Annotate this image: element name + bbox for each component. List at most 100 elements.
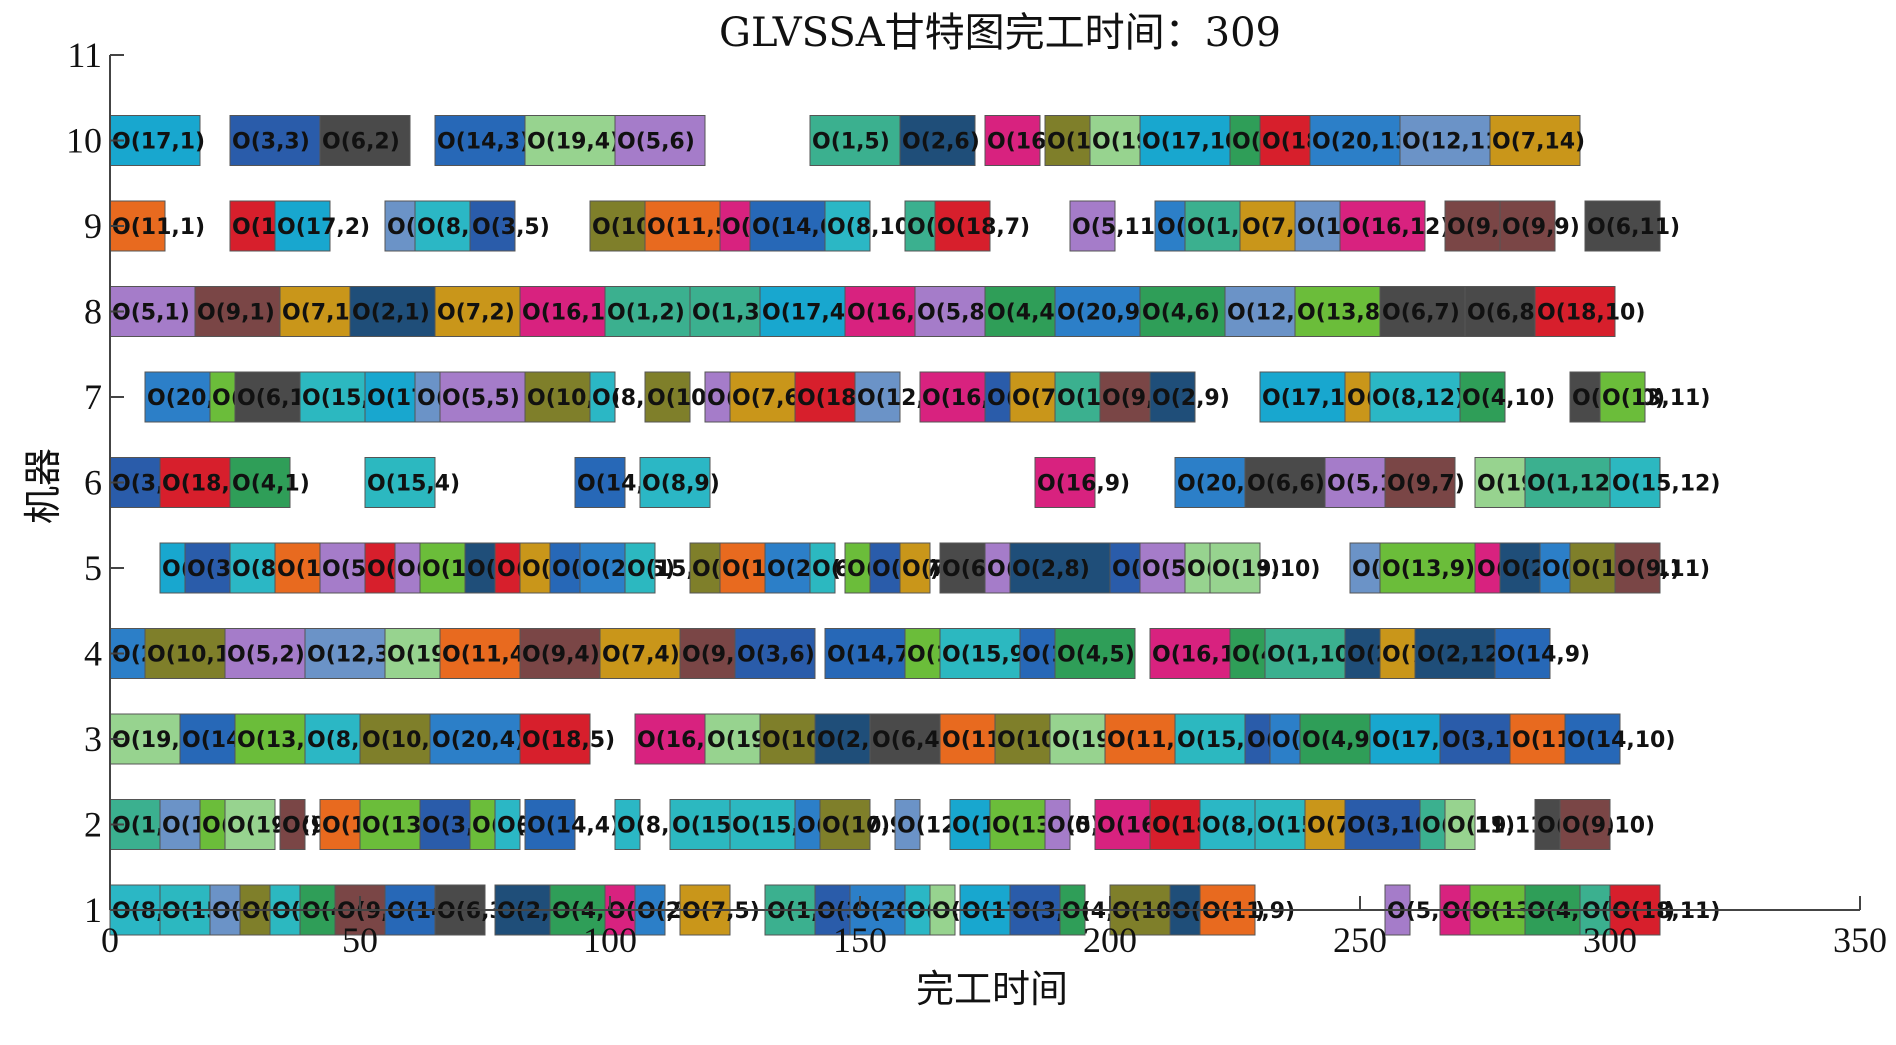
y-tick-label: 3: [84, 719, 102, 759]
gantt-bar: [1369, 713, 1441, 765]
gantt-bar: [1174, 713, 1246, 765]
gantt-bar: [184, 542, 231, 594]
gantt-op: O(9,11): [1614, 542, 1710, 594]
gantt-bar: [689, 542, 721, 594]
gantt-op: O(6,8): [1464, 286, 1545, 337]
gantt-bar: [919, 371, 986, 423]
gantt-op: O(6,1): [234, 371, 315, 423]
gantt-bar: [304, 628, 386, 679]
gantt-bar: [809, 542, 836, 594]
gantt-op-label: O(5,6): [617, 130, 695, 155]
gantt-op-label: O(17,1): [112, 130, 205, 155]
gantt-op-label: O(17,2): [277, 215, 370, 240]
gantt-bar: [894, 799, 921, 850]
gantt-op-label: O(6,2): [322, 130, 400, 155]
gantt-op-label: O(6,7): [1382, 301, 1460, 326]
gantt-bar: [144, 628, 226, 679]
gantt-bar: [209, 371, 236, 423]
gantt-bar: [794, 371, 856, 423]
gantt-bar: [1399, 115, 1491, 166]
gantt-op-label: O(4,9): [1302, 728, 1380, 753]
gantt-op: O(13,11): [1599, 371, 1710, 423]
gantt-bar: [1384, 457, 1456, 508]
gantt-op-label: O(5,11): [1072, 215, 1165, 240]
y-tick-label: 8: [84, 292, 102, 332]
gantt-op: O(5,2): [224, 628, 306, 679]
y-tick-label: 6: [84, 463, 102, 503]
gantt-op: O(10,1): [144, 628, 240, 679]
gantt-bar: [1104, 713, 1176, 765]
gantt-op-label: O(7,4): [602, 643, 680, 668]
gantt-op: O(17,1): [109, 115, 205, 166]
gantt-op-label: O(6,8): [1467, 301, 1545, 326]
gantt-op-label: O(1,12): [1527, 472, 1620, 497]
gantt-bar: [224, 799, 276, 850]
gantt-bar: [1229, 115, 1261, 166]
gantt-bar: [1609, 457, 1661, 508]
gantt-op: O(15,9): [939, 628, 1035, 679]
gantt-bar: [1559, 799, 1611, 850]
gantt-bar: [1184, 542, 1211, 594]
gantt-op: O(14,4): [524, 799, 620, 850]
gantt-bar: [279, 286, 351, 337]
gantt-op-label: O(7,5): [682, 899, 760, 924]
gantt-bar: [279, 799, 306, 850]
gantt-bar: [1259, 371, 1346, 423]
gantt-bar: [1299, 713, 1371, 765]
gantt-op: O(19,10): [1209, 542, 1320, 594]
gantt-op: O(16,9): [1034, 457, 1130, 508]
gantt-bar: [639, 457, 711, 508]
gantt-op: O(1,2): [604, 286, 691, 337]
gantt-bar: [1294, 286, 1381, 337]
gantt-bar: [984, 286, 1056, 337]
gantt-bar: [1049, 713, 1106, 765]
gantt-op: O(5,1): [109, 286, 196, 337]
gantt-bar: [1349, 542, 1381, 594]
gantt-bar: [144, 371, 211, 423]
gantt-op: O(17,2): [274, 200, 370, 252]
gantt-op-label: O(9,10): [1562, 814, 1655, 839]
gantt-bar: [994, 713, 1051, 765]
gantt-bar: [579, 542, 626, 594]
y-tick-label: 11: [67, 35, 102, 75]
gantt-bar: [419, 542, 466, 594]
gantt-bar: [729, 371, 796, 423]
gantt-bar: [1269, 713, 1301, 765]
gantt-op-label: O(17,4): [762, 301, 855, 326]
gantt-op-label: O(14,9): [1497, 643, 1590, 668]
gantt-op-label: O(2,6): [902, 130, 980, 155]
x-tick-label: 350: [1833, 920, 1887, 960]
gantt-op: O(4,9): [1299, 713, 1380, 765]
gantt-bar: [1149, 628, 1231, 679]
gantt-bar: [824, 628, 906, 679]
gantt-bar: [939, 542, 986, 594]
gantt-op-label: O(13,8): [1297, 301, 1390, 326]
gantt-bar: [1109, 542, 1141, 594]
gantt-bar: [1264, 628, 1346, 679]
gantt-op-label: O(4,1): [232, 472, 310, 497]
gantt-bar: [159, 457, 231, 508]
gantt-op-label: O(18,5): [522, 728, 615, 753]
gantt-bar: [359, 713, 431, 765]
gantt-bar: [229, 200, 276, 252]
gantt-bar: [434, 286, 521, 337]
gantt-op-label: O(2,1): [352, 301, 430, 326]
gantt-bar: [1439, 713, 1511, 765]
gantt-op-label: O(5,5): [442, 386, 520, 411]
gantt-op-label: O(3,5): [472, 215, 550, 240]
gantt-op: O(9,9): [1499, 200, 1580, 252]
gantt-op-label: O(5,1): [112, 301, 190, 326]
gantt-bar: [229, 542, 276, 594]
gantt-op: O(2,9): [1149, 371, 1230, 423]
gantt-bar: [1474, 457, 1526, 508]
gantt-bar: [759, 286, 846, 337]
gantt-op: O(3,5): [469, 200, 550, 252]
gantt-bar: [634, 713, 706, 765]
gantt-op-label: O(7,2): [437, 301, 515, 326]
gantt-op: O(20,13): [1309, 115, 1420, 166]
gantt-op: O(14,10): [1564, 713, 1675, 765]
x-tick-label: 150: [833, 920, 887, 960]
gantt-bar: [719, 542, 766, 594]
gantt-bar: [414, 200, 471, 252]
gantt-bar: [159, 799, 201, 850]
